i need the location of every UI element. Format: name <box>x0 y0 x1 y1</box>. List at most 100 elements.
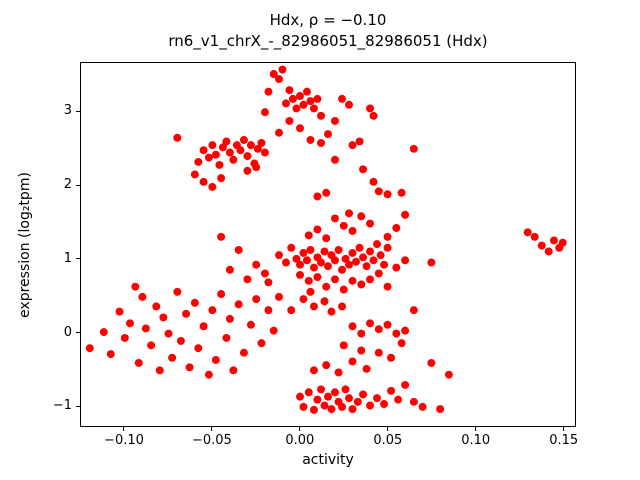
scatter-point <box>401 256 410 265</box>
scatter-point <box>292 104 301 113</box>
scatter-point <box>260 148 269 157</box>
scatter-point <box>225 265 234 274</box>
scatter-point <box>348 357 357 366</box>
scatter-point <box>359 253 368 262</box>
scatter-point <box>362 364 371 373</box>
scatter-point <box>285 86 294 95</box>
scatter-point <box>306 135 315 144</box>
scatter-point <box>269 70 278 79</box>
scatter-point <box>306 245 315 254</box>
scatter-point <box>397 339 406 348</box>
scatter-point <box>253 144 262 153</box>
x-tick-label: 0.15 <box>549 433 579 448</box>
scatter-point <box>320 297 329 306</box>
scatter-point <box>369 111 378 120</box>
scatter-point <box>366 401 375 410</box>
scatter-point <box>345 100 353 109</box>
scatter-point <box>234 300 243 309</box>
scatter-point <box>387 353 396 362</box>
scatter-point <box>362 262 371 271</box>
scatter-point <box>278 65 287 74</box>
scatter-point <box>208 182 217 191</box>
scatter-point <box>338 402 347 411</box>
scatter-point <box>383 320 392 329</box>
scatter-point <box>348 248 357 257</box>
x-tick-mark <box>299 427 301 431</box>
y-tick-label: 0 <box>63 324 72 340</box>
scatter-point <box>348 141 357 150</box>
scatter-point <box>376 251 385 260</box>
scatter-point <box>306 97 315 106</box>
scatter-point <box>299 100 308 109</box>
scatter-point <box>374 269 383 278</box>
scatter-point <box>348 405 357 414</box>
scatter-point <box>225 314 234 323</box>
scatter-point <box>366 319 375 328</box>
scatter-point <box>330 256 339 265</box>
x-tick-label: 0.10 <box>461 433 491 448</box>
scatter-point <box>222 137 231 146</box>
scatter-point <box>374 187 383 196</box>
scatter-point <box>357 280 366 289</box>
chart-title-line2: rn6_v1_chrX_-_82986051_82986051 (Hdx) <box>168 32 488 50</box>
scatter-point <box>85 344 94 353</box>
scatter-point <box>252 163 261 172</box>
x-tick-label: −0.05 <box>191 433 232 448</box>
scatter-point <box>313 94 322 103</box>
scatter-point <box>138 292 147 301</box>
scatter-point <box>339 221 348 230</box>
y-tick-label: 3 <box>63 103 72 119</box>
scatter-point <box>309 263 318 272</box>
scatter-point <box>436 405 445 414</box>
scatter-point <box>204 370 213 379</box>
scatter-point <box>309 366 318 375</box>
x-tick-mark <box>123 427 125 431</box>
scatter-point <box>260 269 269 278</box>
scatter-point <box>306 287 315 296</box>
scatter-point <box>444 370 453 379</box>
scatter-point <box>544 247 553 256</box>
scatter-point <box>239 135 248 144</box>
scatter-point <box>239 348 248 357</box>
scatter-point <box>243 166 252 175</box>
x-tick-label: 0.00 <box>285 433 315 448</box>
scatter-point <box>334 245 343 254</box>
scatter-point <box>257 339 266 348</box>
y-tick-mark <box>76 332 80 334</box>
scatter-point <box>357 346 366 355</box>
scatter-point <box>275 128 283 137</box>
scatter-point <box>199 177 208 186</box>
scatter-point <box>246 320 255 329</box>
scatter-point <box>338 265 347 274</box>
scatter-point <box>173 287 182 296</box>
x-tick-mark <box>211 427 213 431</box>
scatter-point <box>322 361 331 370</box>
scatter-point <box>155 366 164 375</box>
scatter-point <box>204 153 213 162</box>
scatter-point <box>264 278 273 287</box>
scatter-point <box>257 138 266 147</box>
scatter-point <box>324 392 332 401</box>
scatter-point <box>313 395 322 404</box>
scatter-point <box>380 400 389 408</box>
scatter-point <box>355 137 364 146</box>
scatter-point <box>383 232 392 241</box>
scatter-point <box>131 282 140 291</box>
scatter-point <box>106 350 115 359</box>
scatter-point <box>225 148 234 157</box>
scatter-point <box>264 87 273 96</box>
scatter-point <box>303 87 311 96</box>
scatter-point <box>313 225 322 234</box>
scatter-point <box>334 368 343 377</box>
scatter-point <box>324 130 332 139</box>
y-tick-mark <box>76 258 80 260</box>
scatter-point <box>208 141 217 150</box>
y-tick-mark <box>76 405 80 407</box>
scatter-point <box>243 275 252 284</box>
scatter-point <box>341 254 350 263</box>
scatter-point <box>299 248 308 257</box>
scatter-point <box>287 243 296 252</box>
scatter-point <box>229 366 238 375</box>
scatter-point <box>550 236 558 245</box>
